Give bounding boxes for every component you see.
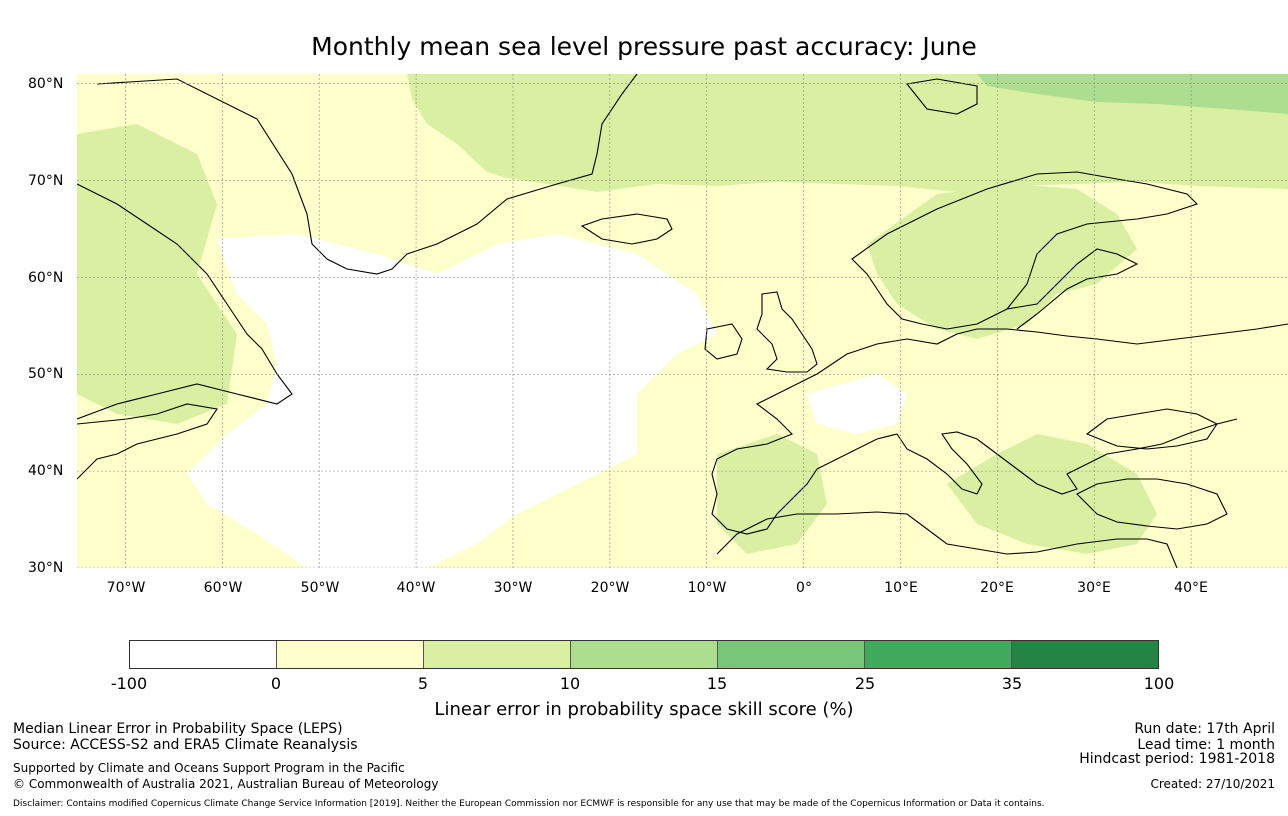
colorbar-label: Linear error in probability space skill … bbox=[434, 699, 854, 720]
coastline-nova-scotia bbox=[77, 403, 218, 480]
colorbar-segment bbox=[1012, 641, 1158, 668]
coastline-iceland bbox=[580, 213, 673, 245]
footer-supported: Supported by Climate and Oceans Support … bbox=[13, 761, 405, 775]
skill-region-negative-europe bbox=[807, 374, 907, 434]
footer-copyright: © Commonwealth of Australia 2021, Austra… bbox=[13, 777, 439, 791]
skill-region-10-15-arctic bbox=[977, 74, 1288, 114]
colorbar-tick: 10 bbox=[559, 674, 581, 693]
coastline-mediterranean bbox=[816, 418, 1238, 495]
graticule bbox=[77, 74, 1288, 568]
skill-region-5-10-north bbox=[407, 74, 1288, 192]
colorbar-tick: 0 bbox=[270, 674, 282, 693]
skill-score-map bbox=[77, 74, 1288, 568]
coastline-baltic bbox=[1006, 248, 1139, 330]
lon-label-50w: 50°W bbox=[300, 580, 340, 596]
coastline-great-britain bbox=[756, 291, 818, 373]
colorbar-segment bbox=[277, 641, 424, 668]
footer-source: Source: ACCESS-S2 and ERA5 Climate Reana… bbox=[13, 737, 358, 753]
lon-label-70w: 70°W bbox=[106, 580, 146, 596]
lon-label-20w: 20°W bbox=[590, 580, 630, 596]
colorbar-tick: 5 bbox=[417, 674, 429, 693]
colorbar bbox=[129, 640, 1159, 669]
lat-label-60n: 60°N bbox=[28, 270, 64, 286]
colorbar-tick: 35 bbox=[1001, 674, 1023, 693]
lon-label-20e: 20°E bbox=[980, 580, 1014, 596]
colorbar-segment bbox=[718, 641, 865, 668]
lon-label-30e: 30°E bbox=[1077, 580, 1111, 596]
colorbar-segment bbox=[130, 641, 277, 668]
coastline-svalbard bbox=[905, 78, 978, 115]
lon-label-10w: 10°W bbox=[687, 580, 727, 596]
lat-label-50n: 50°N bbox=[28, 366, 64, 382]
lon-label-40w: 40°W bbox=[396, 580, 436, 596]
skill-region-5-10-west bbox=[77, 124, 237, 424]
colorbar-tick: 100 bbox=[1143, 674, 1175, 693]
lon-label-40e: 40°E bbox=[1174, 580, 1208, 596]
skill-region-5-10-balkans bbox=[947, 434, 1157, 554]
skill-region-5-10-scandinavia bbox=[867, 184, 1137, 339]
footer-hindcast: Hindcast period: 1981-2018 bbox=[1079, 751, 1275, 767]
colorbar-segment bbox=[424, 641, 571, 668]
chart-title: Monthly mean sea level pressure past acc… bbox=[311, 32, 977, 61]
coastline-europe bbox=[816, 323, 1288, 375]
coastline-africa bbox=[716, 511, 1178, 568]
skill-region-negative-atlantic bbox=[187, 234, 717, 568]
coastline-norway bbox=[851, 171, 1199, 330]
colorbar-segment bbox=[865, 641, 1012, 668]
colorbar-segment bbox=[571, 641, 718, 668]
lat-label-30n: 30°N bbox=[28, 560, 64, 576]
lon-label-30w: 30°W bbox=[493, 580, 533, 596]
coastline-ireland bbox=[704, 323, 743, 360]
map-canvas bbox=[77, 74, 1288, 568]
coastline-north-america bbox=[77, 183, 293, 420]
coastline-turkey bbox=[1076, 478, 1228, 530]
lon-label-10e: 10°E bbox=[884, 580, 918, 596]
lat-label-80n: 80°N bbox=[28, 76, 64, 92]
footer-created: Created: 27/10/2021 bbox=[1150, 777, 1275, 791]
colorbar-tick: 25 bbox=[854, 674, 876, 693]
lon-label-60w: 60°W bbox=[203, 580, 243, 596]
lon-label-0: 0° bbox=[796, 580, 812, 596]
coastline-black-sea bbox=[1085, 408, 1218, 450]
coastlines bbox=[77, 74, 1288, 568]
skill-region-5-10-iberia bbox=[717, 434, 827, 554]
lat-label-40n: 40°N bbox=[28, 463, 64, 479]
footer-disclaimer: Disclaimer: Contains modified Copernicus… bbox=[13, 799, 1045, 809]
coastline-france-iberia bbox=[711, 373, 818, 535]
colorbar-tick: 15 bbox=[706, 674, 728, 693]
footer-run-date: Run date: 17th April bbox=[1134, 721, 1275, 737]
colorbar-tick: -100 bbox=[110, 674, 148, 693]
lat-label-70n: 70°N bbox=[28, 173, 64, 189]
footer-lead-time: Lead time: 1 month bbox=[1137, 737, 1275, 753]
footer-leps: Median Linear Error in Probability Space… bbox=[13, 721, 343, 737]
